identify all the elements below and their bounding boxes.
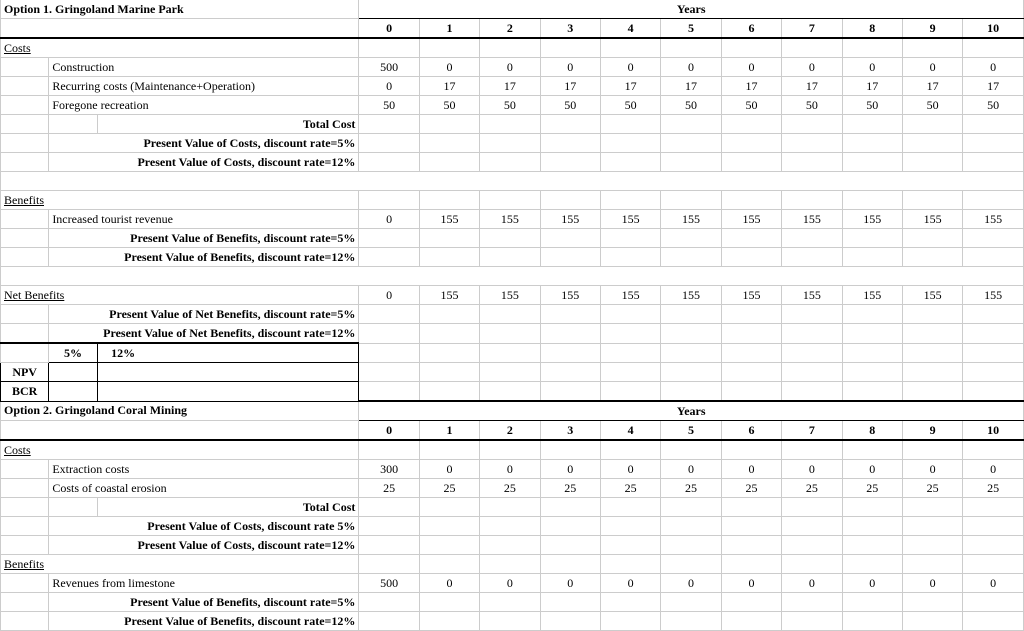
table-row: Revenues from limestone 500 0 0 0 0 0 0 …: [1, 574, 1024, 593]
option2-title: Option 2. Gringoland Coral Mining: [1, 401, 359, 421]
option1-title: Option 1. Gringoland Marine Park: [1, 0, 359, 19]
option2-pv-benefits-5: Present Value of Benefits, discount rate…: [49, 593, 359, 612]
option2-pv-benefits-12: Present Value of Benefits, discount rate…: [49, 612, 359, 631]
bcr-label: BCR: [1, 382, 49, 402]
pv-costs-5: Present Value of Costs, discount rate=5%: [49, 134, 359, 153]
option2-year-header-row: 0 1 2 3 4 5 6 7 8 9 10: [1, 421, 1024, 441]
option1-year-header-row: 0 1 2 3 4 5 6 7 8 9 10: [1, 19, 1024, 39]
row-label: Foregone recreation: [49, 96, 359, 115]
option2-costs-heading: Costs: [1, 440, 359, 460]
row-label: Costs of coastal erosion: [49, 479, 359, 498]
option1-years-label: Years: [359, 0, 1024, 19]
row-label: Extraction costs: [49, 460, 359, 479]
spreadsheet-table: Option 1. Gringoland Marine Park Years 0…: [0, 0, 1024, 631]
option2-total-cost: Total Cost: [97, 498, 359, 517]
row-label: Construction: [49, 58, 359, 77]
pv-net-12: Present Value of Net Benefits, discount …: [49, 324, 359, 344]
option1-costs-heading: Costs: [1, 38, 359, 58]
option2-block: Option 2. Gringoland Coral Mining Years …: [1, 401, 1024, 631]
rate-12-header: 12%: [101, 346, 146, 361]
pv-benefits-12: Present Value of Benefits, discount rate…: [49, 248, 359, 267]
pv-costs-12: Present Value of Costs, discount rate=12…: [49, 153, 359, 172]
row-label: Revenues from limestone: [49, 574, 359, 593]
option2-pv-costs-12: Present Value of Costs, discount rate=12…: [49, 536, 359, 555]
net-benefits-row: Net Benefits 0 155 155 155 155 155 155 1…: [1, 286, 1024, 305]
row-label: Increased tourist revenue: [49, 210, 359, 229]
table-row: Construction 500 0 0 0 0 0 0 0 0 0 0: [1, 58, 1024, 77]
pv-net-5: Present Value of Net Benefits, discount …: [49, 305, 359, 324]
npv-label: NPV: [1, 363, 49, 382]
option1-netbenefits-heading: Net Benefits: [1, 286, 359, 305]
table-row: Costs of coastal erosion 25 25 25 25 25 …: [1, 479, 1024, 498]
table-row: Foregone recreation 50 50 50 50 50 50 50…: [1, 96, 1024, 115]
table-row: Recurring costs (Maintenance+Operation) …: [1, 77, 1024, 96]
total-cost-label: Total Cost: [97, 115, 359, 134]
option1-benefits-heading: Benefits: [1, 191, 359, 210]
option2-years-label: Years: [359, 401, 1024, 421]
pv-benefits-5: Present Value of Benefits, discount rate…: [49, 229, 359, 248]
option2-pv-costs-5: Present Value of Costs, discount rate 5%: [49, 517, 359, 536]
option1-block: Option 1. Gringoland Marine Park Years 0…: [1, 0, 1024, 401]
rate-5-header: 5%: [49, 343, 97, 363]
table-row: Increased tourist revenue 0 155 155 155 …: [1, 210, 1024, 229]
option2-benefits-heading: Benefits: [1, 555, 359, 574]
table-row: Extraction costs 300 0 0 0 0 0 0 0 0 0 0: [1, 460, 1024, 479]
row-label: Recurring costs (Maintenance+Operation): [49, 77, 359, 96]
